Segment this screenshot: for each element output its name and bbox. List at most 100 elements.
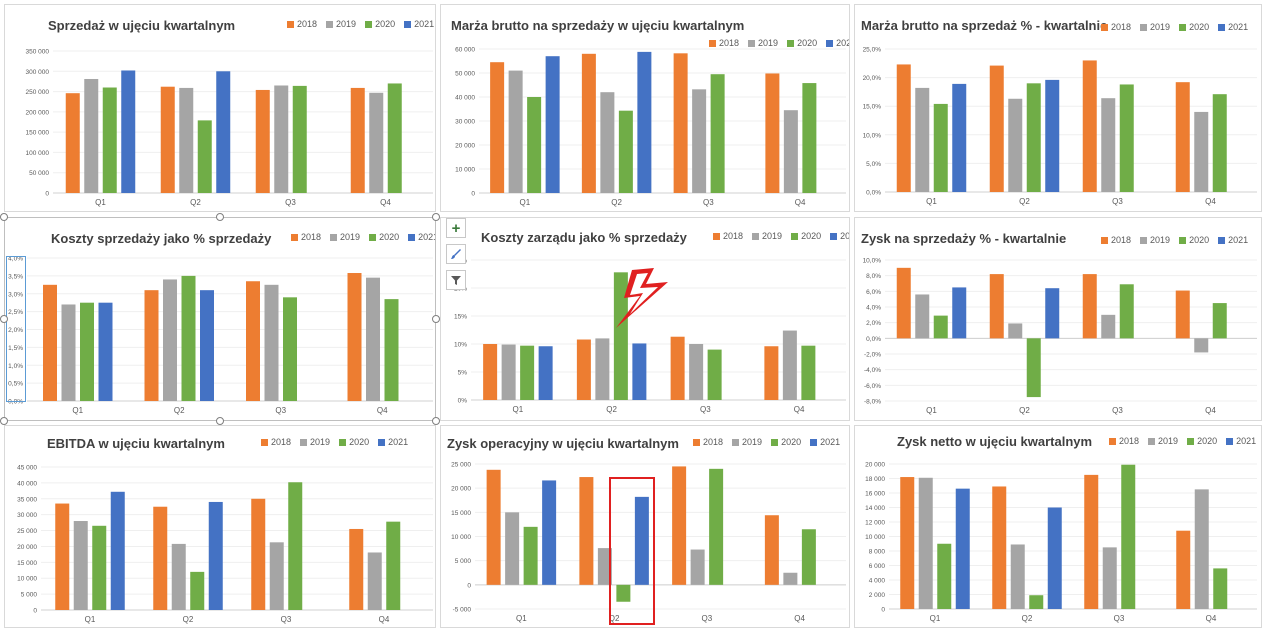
bar-2018-Q2[interactable] [989,274,1004,339]
bar-2021-Q1[interactable] [955,488,970,609]
bar-2019-Q1[interactable] [501,344,516,400]
bar-2020-Q2[interactable] [190,571,205,610]
bar-2020-Q3[interactable] [292,85,307,193]
bar-2018-Q4[interactable] [349,528,364,610]
resize-handle-middle-right[interactable] [432,315,440,323]
bar-2021-Q1[interactable] [542,480,557,585]
bar-2018-Q2[interactable] [579,477,594,585]
bar-2018-Q3[interactable] [1084,474,1099,609]
bar-2020-Q4[interactable] [1213,568,1228,609]
bar-2018-Q1[interactable] [490,62,505,194]
bar-2021-Q1[interactable] [98,302,113,401]
bar-2018-Q3[interactable] [246,281,260,401]
bar-2019-Q1[interactable] [915,87,930,192]
bar-2020-Q4[interactable] [802,83,817,193]
bar-2020-Q4[interactable] [387,83,402,193]
bar-2020-Q4[interactable] [1212,303,1227,339]
bar-2019-Q1[interactable] [84,78,99,193]
bar-2019-Q3[interactable] [689,344,704,400]
bar-2018-Q3[interactable] [673,53,688,193]
bar-2020-Q2[interactable] [1026,338,1041,398]
bar-2018-Q2[interactable] [992,486,1007,609]
bar-2018-Q3[interactable] [255,89,270,193]
bar-2018-Q1[interactable] [483,344,498,400]
bar-2019-Q2[interactable] [595,338,610,400]
bar-2021-Q2[interactable] [632,343,647,400]
bar-2019-Q2[interactable] [1010,544,1025,609]
bar-2018-Q4[interactable] [1175,290,1190,339]
bar-2020-Q3[interactable] [709,468,724,585]
bar-2020-Q1[interactable] [80,302,94,401]
bar-2020-Q3[interactable] [1119,84,1134,192]
chart-filters-button[interactable] [446,270,466,290]
bar-2020-Q4[interactable] [1212,94,1227,192]
bar-2020-Q4[interactable] [386,521,401,610]
bar-2018-Q1[interactable] [900,477,915,609]
bar-2019-Q1[interactable] [915,294,930,339]
bar-2020-Q2[interactable] [616,584,631,602]
bar-2018-Q4[interactable] [1175,82,1190,192]
bar-2018-Q3[interactable] [672,466,687,585]
bar-2018-Q2[interactable] [989,65,1004,192]
bar-2021-Q2[interactable] [1045,79,1060,192]
bar-2019-Q1[interactable] [505,512,520,585]
bar-2019-Q1[interactable] [73,521,88,610]
bar-2019-Q1[interactable] [61,304,76,401]
bar-2020-Q3[interactable] [1121,464,1136,609]
bar-2018-Q1[interactable] [55,503,70,610]
chart-panel-koszty-zarzadu[interactable]: Koszty zarządu jako % sprzedaży 2018 2019… [440,217,850,421]
chart-panel-koszty-sprzedazy[interactable]: Koszty sprzedaży jako % sprzedaży 2018 20… [4,217,436,421]
bar-2018-Q2[interactable] [160,86,175,193]
bar-2019-Q4[interactable] [1194,338,1209,353]
chart-panel-marza-pct[interactable]: Marża brutto na sprzedaż % - kwartalnie … [854,4,1262,212]
bar-2021-Q1[interactable] [545,56,560,194]
bar-2018-Q3[interactable] [251,498,266,610]
chart-panel-zysk-sprzedazy-pct[interactable]: Zysk na sprzedaży % - kwartalnie 2018 201… [854,217,1262,421]
bar-2019-Q4[interactable] [369,92,384,193]
resize-handle-top-middle[interactable] [216,213,224,221]
chart-panel-marza[interactable]: Marża brutto na sprzedaży w ujęciu kwart… [440,4,850,212]
bar-2021-Q1[interactable] [538,346,553,400]
bar-2020-Q1[interactable] [937,543,952,609]
bar-2020-Q1[interactable] [520,345,535,400]
bar-2019-Q2[interactable] [600,92,615,193]
bar-2021-Q2[interactable] [1045,288,1060,339]
resize-handle-middle-left[interactable] [0,315,8,323]
bar-2021-Q1[interactable] [952,287,967,339]
bar-2021-Q2[interactable] [200,290,214,401]
bar-2019-Q2[interactable] [179,87,194,193]
bar-2019-Q2[interactable] [171,543,186,610]
bar-2018-Q3[interactable] [670,336,685,400]
axis-selection-box[interactable] [6,256,26,402]
resize-handle-top-left[interactable] [0,213,8,221]
bar-2020-Q2[interactable] [181,275,196,401]
bar-2019-Q4[interactable] [366,277,380,401]
chart-panel-sprzedaz[interactable]: Sprzedaż w ujęciu kwartalnym 2018 2019 202… [4,4,436,212]
bar-2019-Q4[interactable] [783,110,798,193]
bar-2020-Q3[interactable] [1119,284,1134,339]
bar-2020-Q3[interactable] [710,74,725,193]
bar-2020-Q1[interactable] [527,97,542,193]
bar-2020-Q1[interactable] [102,87,117,193]
bar-2018-Q4[interactable] [765,73,780,193]
resize-handle-top-right[interactable] [432,213,440,221]
chart-panel-zysk-operacyjny[interactable]: Zysk operacyjny w ujęciu kwartalnym 2018… [440,425,850,628]
bar-2018-Q2[interactable] [576,339,591,400]
bar-2021-Q2[interactable] [1047,507,1062,610]
bar-2018-Q1[interactable] [65,93,80,193]
bar-2020-Q4[interactable] [801,529,816,585]
bar-2020-Q1[interactable] [933,315,948,339]
chart-styles-button[interactable] [446,244,466,264]
bar-2021-Q2[interactable] [637,51,652,193]
bar-2020-Q2[interactable] [613,272,628,400]
resize-handle-bottom-middle[interactable] [216,417,224,425]
bar-2018-Q3[interactable] [1082,60,1097,192]
bar-2020-Q1[interactable] [933,103,948,192]
bar-2018-Q1[interactable] [896,267,911,339]
bar-2018-Q1[interactable] [486,469,501,585]
bar-2020-Q1[interactable] [523,526,538,585]
bar-2019-Q2[interactable] [597,548,612,585]
bar-2018-Q4[interactable] [1176,530,1191,609]
resize-handle-bottom-left[interactable] [0,417,8,425]
bar-2019-Q4[interactable] [782,330,797,400]
